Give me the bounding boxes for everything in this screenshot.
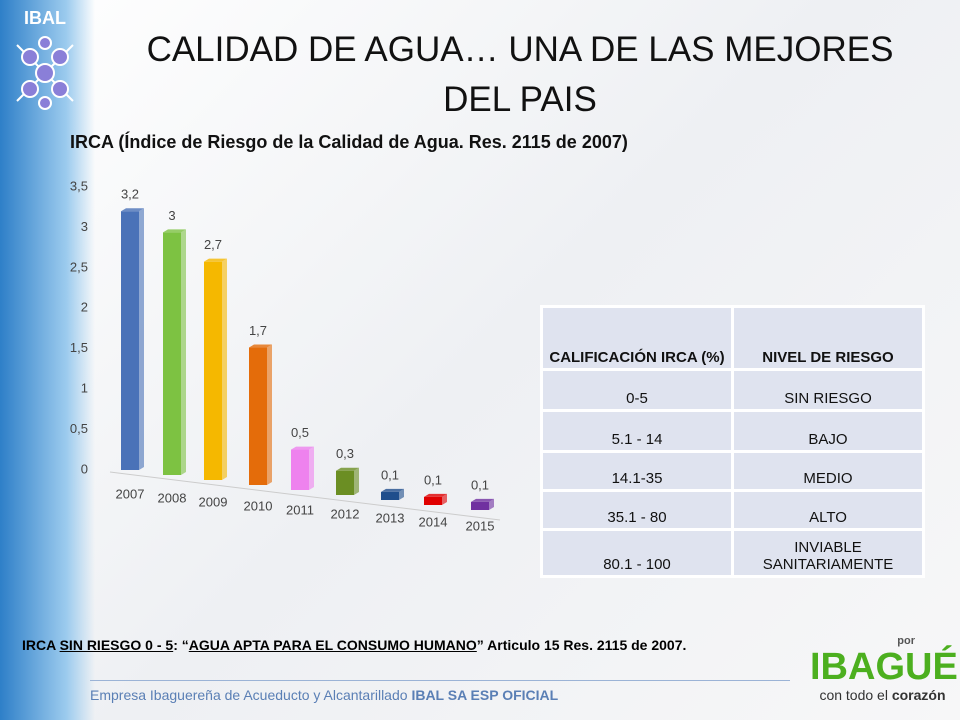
x-tick-label: 2009 (199, 494, 228, 509)
value-label: 0,1 (424, 472, 442, 487)
bar-top (381, 488, 404, 492)
footer-rule (90, 680, 790, 681)
value-label: 0,5 (291, 425, 309, 440)
bar (291, 449, 309, 490)
footnote-part: SIN RIESGO 0 - 5 (59, 637, 174, 653)
bar-top (204, 258, 227, 262)
y-tick-label: 3 (81, 219, 88, 234)
bar (424, 496, 442, 505)
table-cell: INVIABLE SANITARIAMENTE (731, 528, 925, 578)
x-axis (109, 471, 501, 521)
x-tick-label: 2015 (466, 518, 495, 533)
bar (381, 491, 399, 500)
bar-side (267, 344, 272, 485)
value-label: 0,3 (336, 446, 354, 461)
table-cell: MEDIO (731, 450, 925, 492)
value-label: 0,1 (381, 467, 399, 482)
footer-bold: IBAL SA ESP OFICIAL (411, 687, 559, 703)
bar (163, 232, 181, 475)
brand-tagline-bold: corazón (891, 687, 946, 703)
table-row: 80.1 - 100 INVIABLE SANITARIAMENTE (540, 528, 925, 578)
x-tick-label: 2007 (116, 486, 145, 501)
y-tick-label: 1 (81, 381, 88, 396)
x-tick-label: 2014 (419, 514, 448, 529)
bar-side (309, 446, 314, 490)
bar-top (163, 229, 186, 233)
table-cell: 35.1 - 80 (540, 489, 734, 531)
bar-side (489, 498, 494, 510)
table-row: 5.1 - 14 BAJO (540, 409, 925, 453)
value-label: 3,2 (121, 187, 139, 202)
table-header: CALIFICACIÓN IRCA (%) NIVEL DE RIESGO (540, 305, 925, 371)
logo-text: IBAL (24, 8, 66, 28)
bar (336, 470, 354, 495)
x-tick-label: 2008 (158, 490, 187, 505)
bar (204, 261, 222, 480)
table-cell: 80.1 - 100 (540, 528, 734, 578)
y-tick-label: 1,5 (70, 340, 88, 355)
y-tick-label: 0,5 (70, 421, 88, 436)
bar-top (424, 493, 447, 497)
slide-title: CALIDAD DE AGUA… UNA DE LAS MEJORES DEL … (146, 30, 894, 119)
table-cell: BAJO (731, 409, 925, 453)
brand: por IBAGUÉ con todo el corazón (810, 635, 958, 703)
brand-tagline: con todo el (819, 687, 892, 703)
footnote-part: IRCA (22, 637, 60, 653)
x-tick-label: 2013 (376, 510, 405, 525)
brand-top: por (897, 635, 915, 647)
bar (249, 347, 267, 485)
bar-side (354, 467, 359, 495)
table-cell: 5.1 - 14 (540, 409, 734, 453)
footer-text: Empresa Ibaguereña de Acueducto y Alcant… (90, 687, 412, 703)
bar-top (471, 498, 494, 502)
bar (471, 501, 489, 510)
y-tick-label: 0 (81, 461, 88, 476)
y-tick-label: 3,5 (70, 178, 88, 193)
value-label: 0,1 (471, 477, 489, 492)
table-row: 0-5 SIN RIESGO (540, 368, 925, 412)
bar-side (139, 208, 144, 470)
side-strip (0, 0, 95, 720)
table-row: 14.1-35 MEDIO (540, 450, 925, 492)
bar-top (249, 344, 272, 348)
footnote-part: AGUA APTA PARA EL CONSUMO HUMANO (188, 637, 477, 653)
value-label: 1,7 (249, 323, 267, 338)
x-tick-label: 2010 (244, 498, 273, 513)
bar (121, 211, 139, 470)
bar-top (291, 446, 314, 450)
y-tick-label: 2 (81, 300, 88, 315)
table-cell: 0-5 (540, 368, 734, 412)
footnote-part: : “ (173, 637, 189, 653)
value-label: 3 (168, 208, 175, 223)
x-tick-label: 2011 (286, 502, 314, 517)
risk-table: CALIFICACIÓN IRCA (%) NIVEL DE RIESGO 0-5 S… (540, 305, 925, 578)
bar-top (336, 467, 359, 471)
bar-side (399, 488, 404, 500)
table-cell: ALTO (731, 489, 925, 531)
bar-top (121, 208, 144, 212)
header-cell: NIVEL DE RIESGO (731, 305, 925, 371)
table-row: 35.1 - 80 ALTO (540, 489, 925, 531)
table-cell: SIN RIESGO (731, 368, 925, 412)
bar-side (222, 258, 227, 480)
bar-side (442, 493, 447, 505)
chart-title: IRCA (Índice de Riesgo de la Calidad de … (70, 132, 628, 152)
footer: Empresa Ibaguereña de Acueducto y Alcant… (90, 687, 558, 703)
bar-side (181, 229, 186, 475)
footnote-part: ” Articulo 15 Res. 2115 de 2007. (476, 637, 687, 653)
chart: 0 0,5 1 1,5 2 2,5 3 3,5 2007 3,2 2008 3 2009 2,7 2010 1… (70, 178, 501, 533)
x-tick-label: 2012 (331, 506, 360, 521)
brand-name: IBAGUÉ (810, 646, 958, 688)
table-cell: 14.1-35 (540, 450, 734, 492)
logo: IBAL (16, 8, 74, 110)
value-label: 2,7 (204, 237, 222, 252)
y-tick-label: 2,5 (70, 259, 88, 274)
header-cell: CALIFICACIÓN IRCA (%) (540, 305, 734, 371)
footnote: IRCA SIN RIESGO 0 - 5: “AGUA APTA PARA E… (22, 637, 686, 653)
